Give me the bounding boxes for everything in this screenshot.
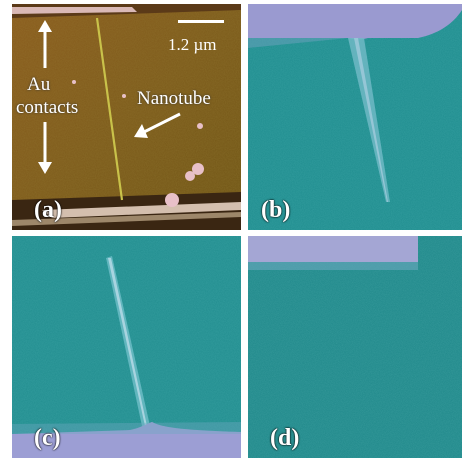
scale-bar	[178, 20, 224, 23]
panel-label-c: (c)	[34, 425, 61, 451]
afm-image-a	[12, 4, 241, 230]
afm-image-c	[12, 236, 241, 458]
panel-label-a: (a)	[34, 197, 62, 223]
panel-c: (c)	[12, 236, 241, 458]
panel-b: (b)	[248, 4, 462, 230]
afm-image-d	[248, 236, 462, 458]
scale-bar-label: 1.2 µm	[168, 35, 217, 54]
au-contacts-label-line1: Au	[27, 74, 51, 95]
au-contacts-label-line2: contacts	[16, 97, 79, 118]
nanotube-label: Nanotube	[137, 88, 211, 109]
panel-label-b: (b)	[261, 197, 291, 223]
afm-image-b	[248, 4, 462, 230]
panel-label-d: (d)	[270, 425, 300, 451]
panel-d: (d)	[248, 236, 462, 458]
panel-a: 1.2 µm Au contacts Nanotube (a)	[12, 4, 241, 230]
